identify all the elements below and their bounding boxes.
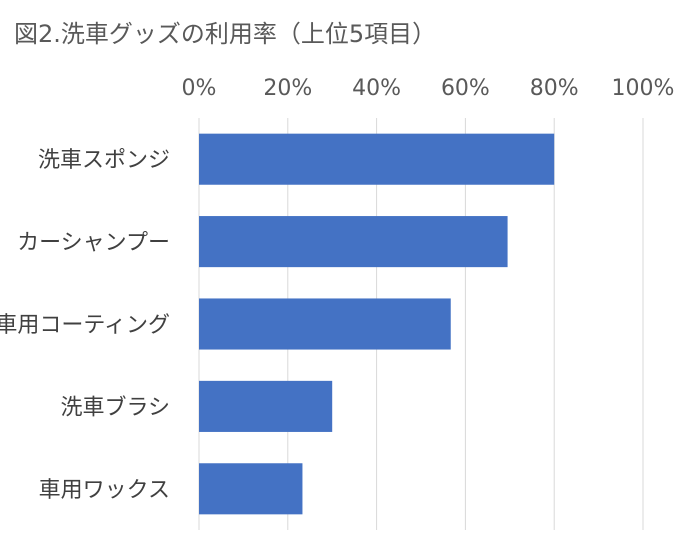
category-label: 洗車ブラシ	[60, 395, 170, 420]
bar	[199, 216, 508, 268]
category-label: 車用コーティング	[0, 313, 170, 338]
x-tick-label: 20%	[263, 76, 312, 101]
bar	[199, 380, 333, 432]
x-tick-label: 0%	[182, 76, 217, 101]
category-label: 洗車スポンジ	[38, 148, 170, 173]
x-axis-ticks: 0% 20% 40% 60% 80% 100%	[182, 76, 675, 101]
bar	[199, 133, 555, 185]
x-tick-label: 40%	[352, 76, 401, 101]
category-label: 車用ワックス	[39, 478, 170, 503]
x-tick-label: 80%	[530, 76, 579, 101]
bar	[199, 463, 303, 515]
x-tick-label: 100%	[612, 76, 675, 101]
bar	[199, 298, 451, 350]
category-label: カーシャンプー	[17, 231, 170, 256]
chart-title: 図2.洗車グッズの利用率（上位5項目）	[14, 20, 436, 48]
x-tick-label: 60%	[441, 76, 490, 101]
bars	[199, 133, 555, 515]
